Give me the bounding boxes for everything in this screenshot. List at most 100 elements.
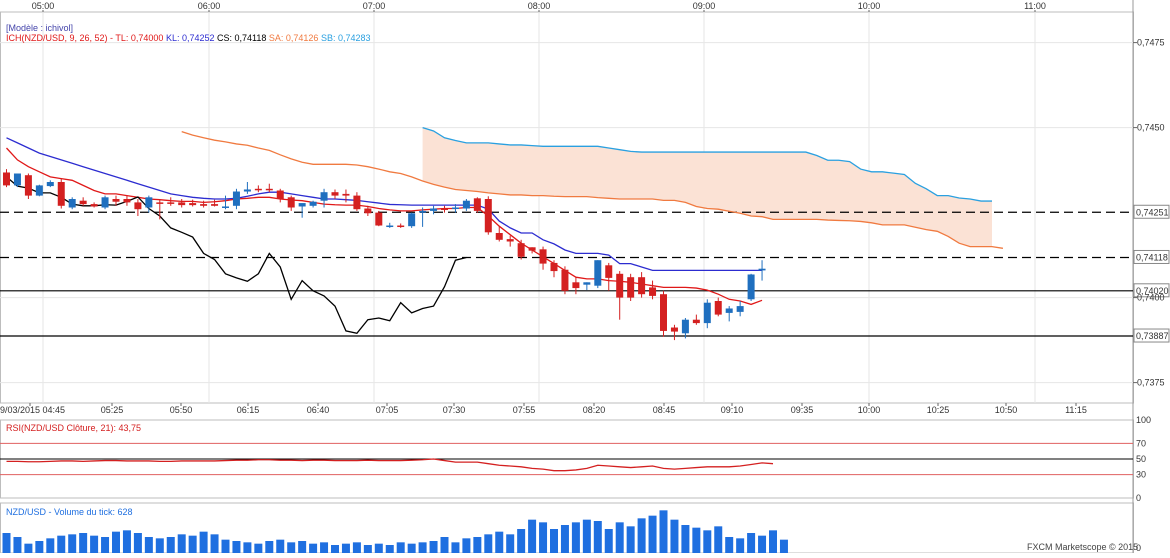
- volume-bar: [374, 543, 383, 553]
- volume-bar: [517, 529, 526, 553]
- volume-bar: [692, 527, 701, 553]
- volume-bar: [166, 537, 175, 553]
- candle-body: [550, 262, 558, 272]
- volume-bar: [68, 534, 77, 553]
- candle-body: [353, 195, 361, 210]
- candle-body: [375, 212, 383, 226]
- bottom-time-label: 06:15: [237, 405, 260, 415]
- volume-bar: [473, 537, 482, 553]
- volume-bar: [287, 542, 296, 553]
- rsi-axis-label: 100: [1136, 415, 1151, 425]
- candle-body: [583, 282, 591, 285]
- volume-bar: [396, 542, 405, 553]
- rsi-axis-label: 50: [1136, 454, 1146, 464]
- tenkan-sen-line: [6, 147, 763, 306]
- cs-value: CS: 0,74118: [217, 33, 267, 43]
- volume-bar: [539, 522, 548, 553]
- volume-bar: [243, 542, 252, 553]
- volume-bar: [2, 533, 11, 553]
- candle-body: [660, 294, 667, 331]
- candle-body: [681, 319, 689, 334]
- candle-body: [200, 204, 208, 206]
- volume-bar: [276, 539, 285, 553]
- volume-bar: [582, 519, 591, 553]
- candle-body: [419, 210, 427, 213]
- price-badge-box: [1133, 283, 1170, 298]
- rsi-line: [6, 458, 774, 472]
- bottom-time-label: 10:25: [927, 405, 950, 415]
- kumo-fill: [422, 127, 993, 247]
- candle-body: [342, 193, 350, 196]
- candle-body: [320, 192, 328, 201]
- volume-bar: [210, 534, 219, 553]
- candle-body: [627, 277, 635, 298]
- volume-axis-label: 0: [1136, 543, 1141, 553]
- volume-bar: [35, 541, 44, 553]
- candle-body: [145, 197, 153, 208]
- volume-bar: [188, 535, 197, 553]
- candle-body: [287, 197, 295, 208]
- candle-body: [276, 190, 284, 199]
- candle-body: [736, 306, 744, 312]
- volume-bar: [133, 533, 142, 553]
- senkou-span-b-line: [422, 126, 992, 202]
- volume-bar: [758, 535, 767, 553]
- model-label: [Modèle : ichivol]: [6, 23, 74, 33]
- candle-body: [703, 302, 711, 324]
- volume-bar: [122, 530, 131, 553]
- ichimoku-legend: ICH(NZD/USD, 9, 26, 52) - TL: 0,74000 KL…: [6, 33, 371, 43]
- bottom-time-label: 08:45: [653, 405, 676, 415]
- top-time-label: 07:00: [363, 1, 386, 11]
- volume-bar: [101, 537, 110, 553]
- volume-bar: [637, 518, 646, 553]
- candle-body: [528, 247, 536, 251]
- volume-bar: [407, 543, 416, 553]
- candle-body: [408, 213, 416, 227]
- candle-body: [90, 204, 98, 207]
- candle-body: [57, 182, 65, 206]
- volume-bar: [506, 534, 515, 553]
- sa-value: SA: 0,74126: [268, 33, 319, 43]
- candle-body: [232, 191, 240, 206]
- candle-body: [386, 225, 394, 228]
- volume-bar: [626, 526, 635, 553]
- candle-body: [397, 225, 405, 228]
- candle-body: [211, 204, 219, 206]
- candle-body: [441, 208, 448, 211]
- candle-body: [178, 202, 186, 206]
- volume-bar: [331, 545, 339, 553]
- price-badge-box: [1133, 328, 1170, 343]
- candle-body: [725, 308, 733, 313]
- candle-body: [331, 192, 339, 196]
- candles: [3, 169, 766, 341]
- bottom-time-label: 11:15: [1065, 405, 1087, 415]
- axis-labels: 05:00 06:00 07:00 08:00 09:00 10:00 11:00 19/03…: [0, 1, 1165, 415]
- bottom-time-label: 09:10: [721, 405, 744, 415]
- candle-body: [134, 202, 142, 210]
- volume-bar: [769, 530, 777, 553]
- candle-body: [254, 188, 262, 191]
- candle-body: [484, 199, 492, 233]
- bottom-time-label: 10:50: [995, 405, 1018, 415]
- tl-value: TL: 0,74000: [115, 33, 164, 43]
- sb-value: SB: 0,74283: [320, 33, 371, 43]
- candle-body: [506, 239, 514, 242]
- candle-body: [222, 206, 229, 208]
- volume-bar: [155, 538, 164, 553]
- bottom-time-label: 19/03/2015 04:45: [0, 405, 65, 415]
- top-time-label: 06:00: [198, 1, 221, 11]
- candle-body: [747, 274, 755, 300]
- volume-bar: [736, 538, 745, 553]
- volume-bar: [24, 543, 33, 553]
- volume-bar: [779, 539, 788, 553]
- candle-body: [473, 198, 481, 211]
- volume-bar: [254, 543, 263, 553]
- top-time-label: 08:00: [528, 1, 551, 11]
- candle-body: [462, 200, 470, 209]
- bottom-time-label: 09:35: [791, 405, 814, 415]
- candle-body: [594, 260, 602, 286]
- bottom-time-label: 10:00: [858, 405, 881, 415]
- volume-bar: [725, 537, 734, 553]
